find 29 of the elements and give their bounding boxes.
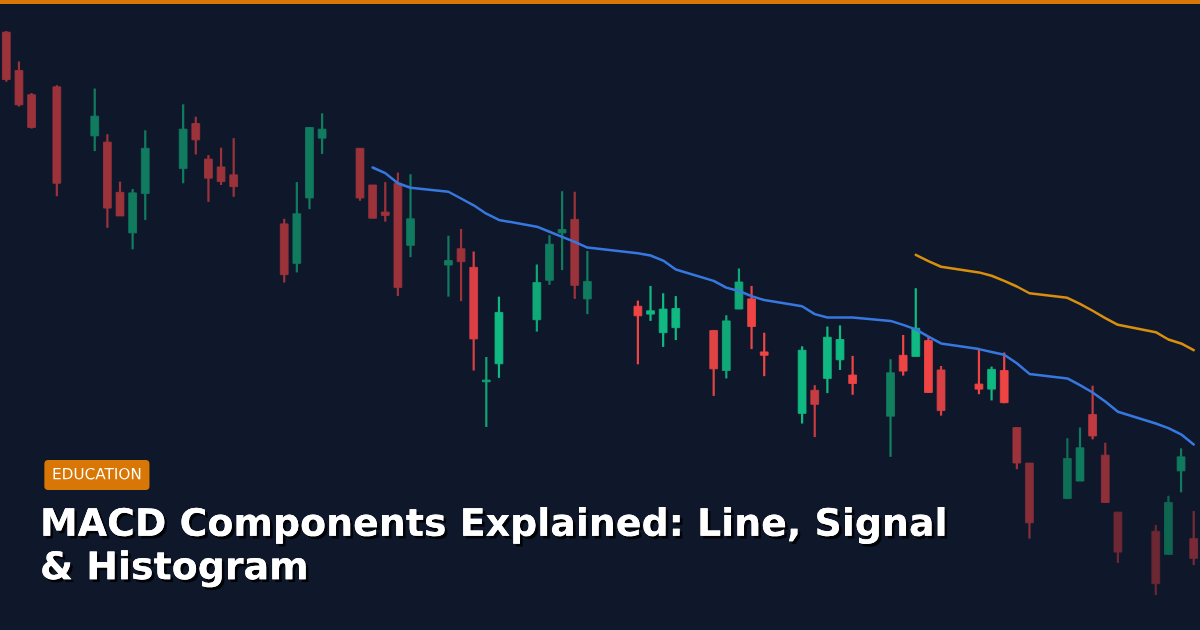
annotation: EDUCATION xyxy=(53,467,141,480)
candlestick xyxy=(444,234,453,298)
candlestick xyxy=(658,292,668,348)
candlestick xyxy=(1189,509,1199,567)
candlestick xyxy=(456,227,466,303)
candlestick xyxy=(1176,447,1186,494)
candlestick xyxy=(646,284,655,323)
candlestick xyxy=(115,180,125,218)
candlestick xyxy=(557,190,567,272)
candlestick xyxy=(974,347,984,396)
candlestick xyxy=(191,115,201,156)
candlestick xyxy=(835,324,845,372)
candlestick xyxy=(481,355,491,429)
candlestick xyxy=(583,249,592,316)
candlestick xyxy=(204,153,213,203)
candlestick xyxy=(380,181,390,223)
candlestick xyxy=(633,299,643,366)
candlestick xyxy=(1088,384,1097,441)
candlestick xyxy=(671,294,681,342)
candlestick xyxy=(229,137,239,198)
text: MACD Components Explained: Line, Signal & Histogram xyxy=(42,507,948,591)
candlestick xyxy=(898,333,908,377)
candlestick xyxy=(848,354,857,396)
candlestick xyxy=(810,384,820,439)
candlestick xyxy=(90,87,100,153)
candlestick xyxy=(759,331,769,378)
candlestick xyxy=(317,112,327,156)
candlestick xyxy=(987,365,996,402)
candlestick xyxy=(216,146,226,187)
